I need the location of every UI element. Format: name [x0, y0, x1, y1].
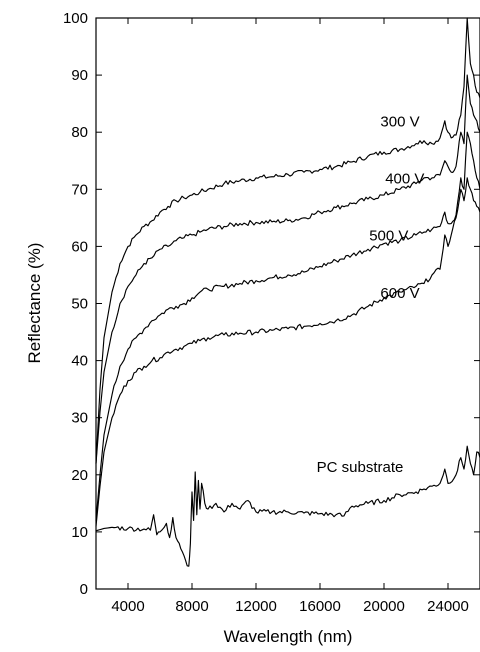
- series-line-500-v: [95, 131, 480, 522]
- x-axis-ticks: 4000 8000 12000 16000 20000 24000: [111, 18, 469, 615]
- series-layer: [95, 17, 480, 567]
- series-label-500-v: 500 V: [369, 228, 408, 245]
- y-tick-label-30: 30: [71, 410, 88, 427]
- series-line-600-v: [95, 177, 480, 527]
- y-tick-label-0: 0: [80, 581, 88, 598]
- series-label-pc-substrate: PC substrate: [317, 459, 404, 476]
- series-labels: 300 V 400 V 500 V 600 V PC substrate: [317, 113, 425, 475]
- x-tick-label-16000: 16000: [299, 598, 341, 615]
- series-label-300-v: 300 V: [380, 113, 419, 130]
- series-line-300-v: [95, 17, 480, 464]
- y-tick-label-60: 60: [71, 238, 88, 255]
- series-label-600-v: 600 V: [380, 285, 419, 302]
- y-axis-ticks: 0 10 20 30 40 50 60 70 80 90 100: [63, 10, 480, 598]
- y-tick-label-80: 80: [71, 124, 88, 141]
- y-tick-label-90: 90: [71, 67, 88, 84]
- y-axis-title: Reflectance (%): [25, 243, 44, 364]
- y-tick-label-40: 40: [71, 353, 88, 370]
- series-line-pc-substrate: [95, 445, 480, 567]
- y-tick-label-10: 10: [71, 524, 88, 541]
- y-tick-label-50: 50: [71, 296, 88, 313]
- y-tick-label-100: 100: [63, 10, 88, 27]
- y-tick-label-70: 70: [71, 181, 88, 198]
- series-line-400-v: [95, 74, 480, 464]
- x-tick-label-24000: 24000: [427, 598, 469, 615]
- x-tick-label-12000: 12000: [235, 598, 277, 615]
- x-tick-label-20000: 20000: [363, 598, 405, 615]
- plot-frame: [95, 17, 480, 590]
- series-label-400-v: 400 V: [385, 171, 424, 188]
- x-tick-label-4000: 4000: [111, 598, 144, 615]
- x-tick-label-8000: 8000: [175, 598, 208, 615]
- y-tick-label-20: 20: [71, 467, 88, 484]
- x-axis-title: Wavelength (nm): [224, 627, 353, 646]
